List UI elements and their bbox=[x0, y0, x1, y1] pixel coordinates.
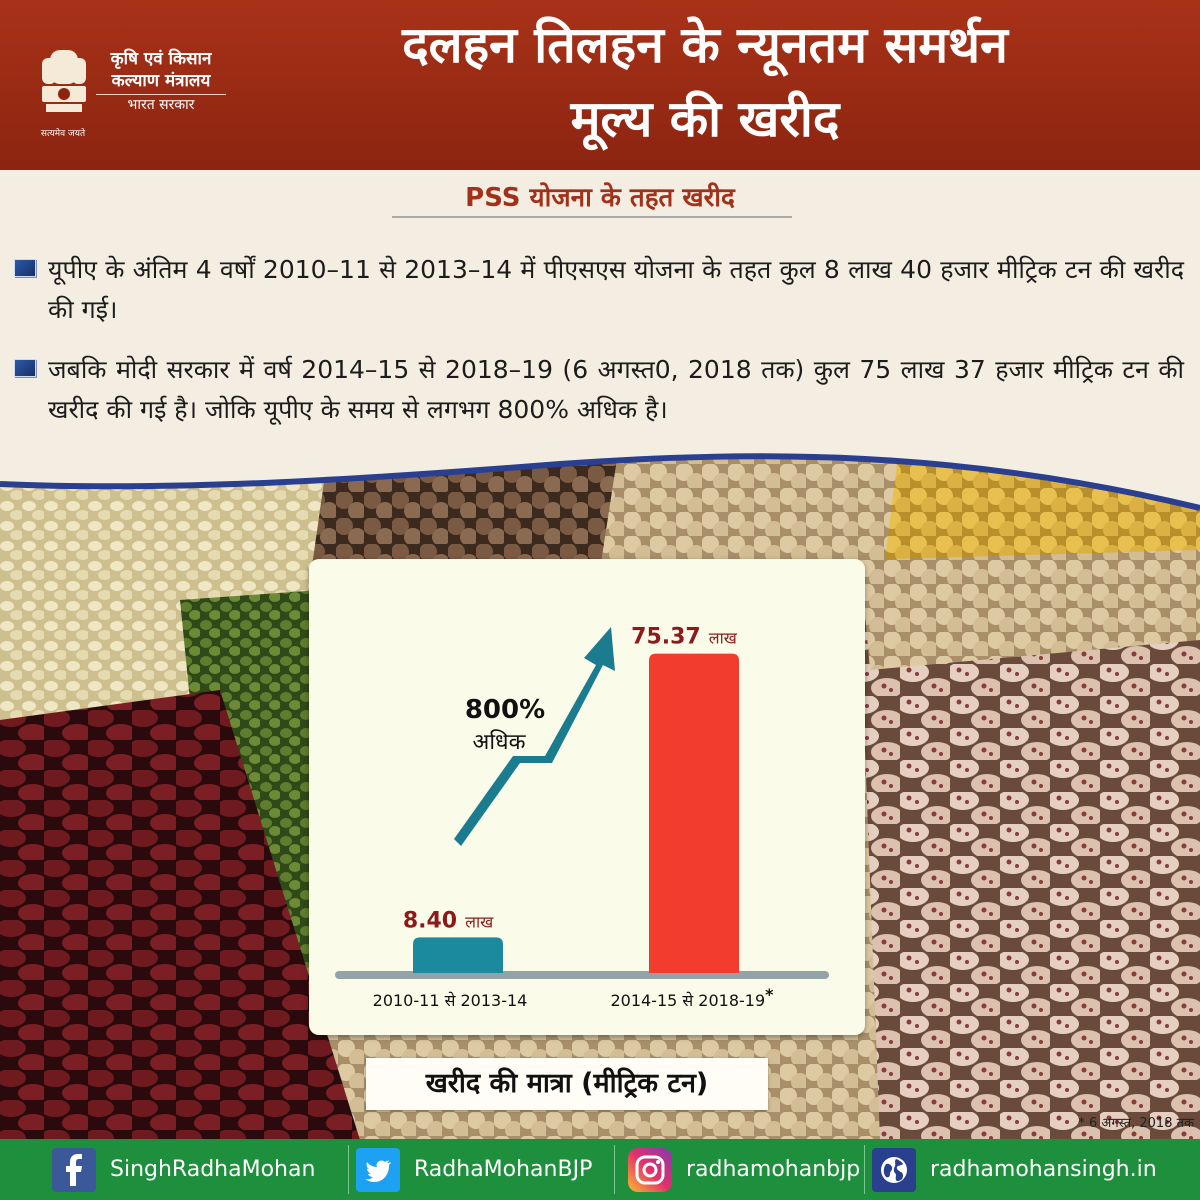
twitter-icon bbox=[356, 1147, 400, 1192]
page-title: दलहन तिलहन के न्यूनतम समर्थन मूल्य की खर… bbox=[240, 8, 1170, 156]
footnote: * 6 अगस्त, 2018 तक bbox=[1078, 1116, 1194, 1131]
chart-quantity-label: खरीद की मात्रा (मीट्रिक टन) bbox=[366, 1058, 768, 1110]
twitter-handle: RadhaMohanBJP bbox=[414, 1157, 593, 1182]
website-link[interactable]: radhamohansingh.in bbox=[872, 1139, 1157, 1200]
section-heading-underline bbox=[392, 216, 792, 218]
bullet-item: यूपीए के अंतिम 4 वर्षों 2010–11 से 2013–… bbox=[14, 250, 1184, 330]
increase-text-label: अधिक bbox=[473, 729, 527, 755]
instagram-icon bbox=[628, 1147, 672, 1192]
facebook-handle: SinghRadhaMohan bbox=[110, 1157, 316, 1182]
x-tick-label: 2014-15 से 2018-19* bbox=[610, 985, 774, 1010]
footer-separator bbox=[864, 1145, 865, 1194]
title-line-2: मूल्य की खरीद bbox=[570, 90, 840, 148]
header-banner: कृषि एवं किसान कल्याण मंत्रालय भारत सरका… bbox=[0, 0, 1200, 170]
emblem-motto: सत्यमेव जयते bbox=[40, 129, 86, 139]
twitter-link[interactable]: RadhaMohanBJP bbox=[356, 1139, 592, 1200]
bullet-item: जबकि मोदी सरकार में वर्ष 2014–15 से 2018… bbox=[14, 350, 1184, 430]
ashoka-emblem-icon bbox=[42, 50, 86, 112]
bar-value-label: 75.37 लाख bbox=[631, 625, 738, 650]
wave-divider bbox=[0, 440, 1200, 511]
growth-arrow-icon bbox=[454, 627, 615, 846]
website-url: radhamohansingh.in bbox=[930, 1157, 1157, 1182]
procurement-bar-chart: 8.40 लाख 2010-11 से 2013-14 75.37 लाख 2014-15… bbox=[335, 625, 829, 1010]
section-heading: PSS योजना के तहत खरीद bbox=[465, 183, 735, 213]
facebook-icon bbox=[52, 1147, 96, 1192]
increase-percent-label: 800% bbox=[465, 695, 545, 725]
ministry-name: कृषि एवं किसान कल्याण मंत्रालय भारत सरका… bbox=[96, 48, 226, 115]
instagram-link[interactable]: radhamohanbjp bbox=[628, 1139, 860, 1200]
ministry-line-3: भारत सरकार bbox=[96, 94, 226, 115]
footer-bar: SinghRadhaMohan RadhaMohanBJP radhamohan… bbox=[0, 1139, 1200, 1200]
ministry-line-2: कल्याण मंत्रालय bbox=[111, 71, 211, 91]
x-axis-baseline bbox=[335, 971, 829, 979]
bullet-text: यूपीए के अंतिम 4 वर्षों 2010–11 से 2013–… bbox=[48, 255, 1184, 324]
title-line-1: दलहन तिलहन के न्यूनतम समर्थन bbox=[402, 16, 1008, 74]
bar-1 bbox=[413, 937, 503, 973]
globe-icon bbox=[872, 1147, 916, 1192]
bullet-square-icon bbox=[14, 259, 36, 277]
chart-card: 8.40 लाख 2010-11 से 2013-14 75.37 लाख 2014-15… bbox=[309, 559, 865, 1035]
facebook-link[interactable]: SinghRadhaMohan bbox=[52, 1139, 315, 1200]
x-tick-label: 2010-11 से 2013-14 bbox=[373, 991, 528, 1010]
bullet-square-icon bbox=[14, 359, 36, 377]
bullet-text: जबकि मोदी सरकार में वर्ष 2014–15 से 2018… bbox=[48, 355, 1184, 424]
ministry-line-1: कृषि एवं किसान bbox=[110, 49, 212, 69]
footer-separator bbox=[614, 1145, 615, 1194]
instagram-handle: radhamohanbjp bbox=[686, 1157, 861, 1182]
bar-value-label: 8.40 लाख bbox=[403, 908, 494, 933]
footer-separator bbox=[348, 1145, 349, 1194]
bar-2 bbox=[649, 653, 739, 973]
